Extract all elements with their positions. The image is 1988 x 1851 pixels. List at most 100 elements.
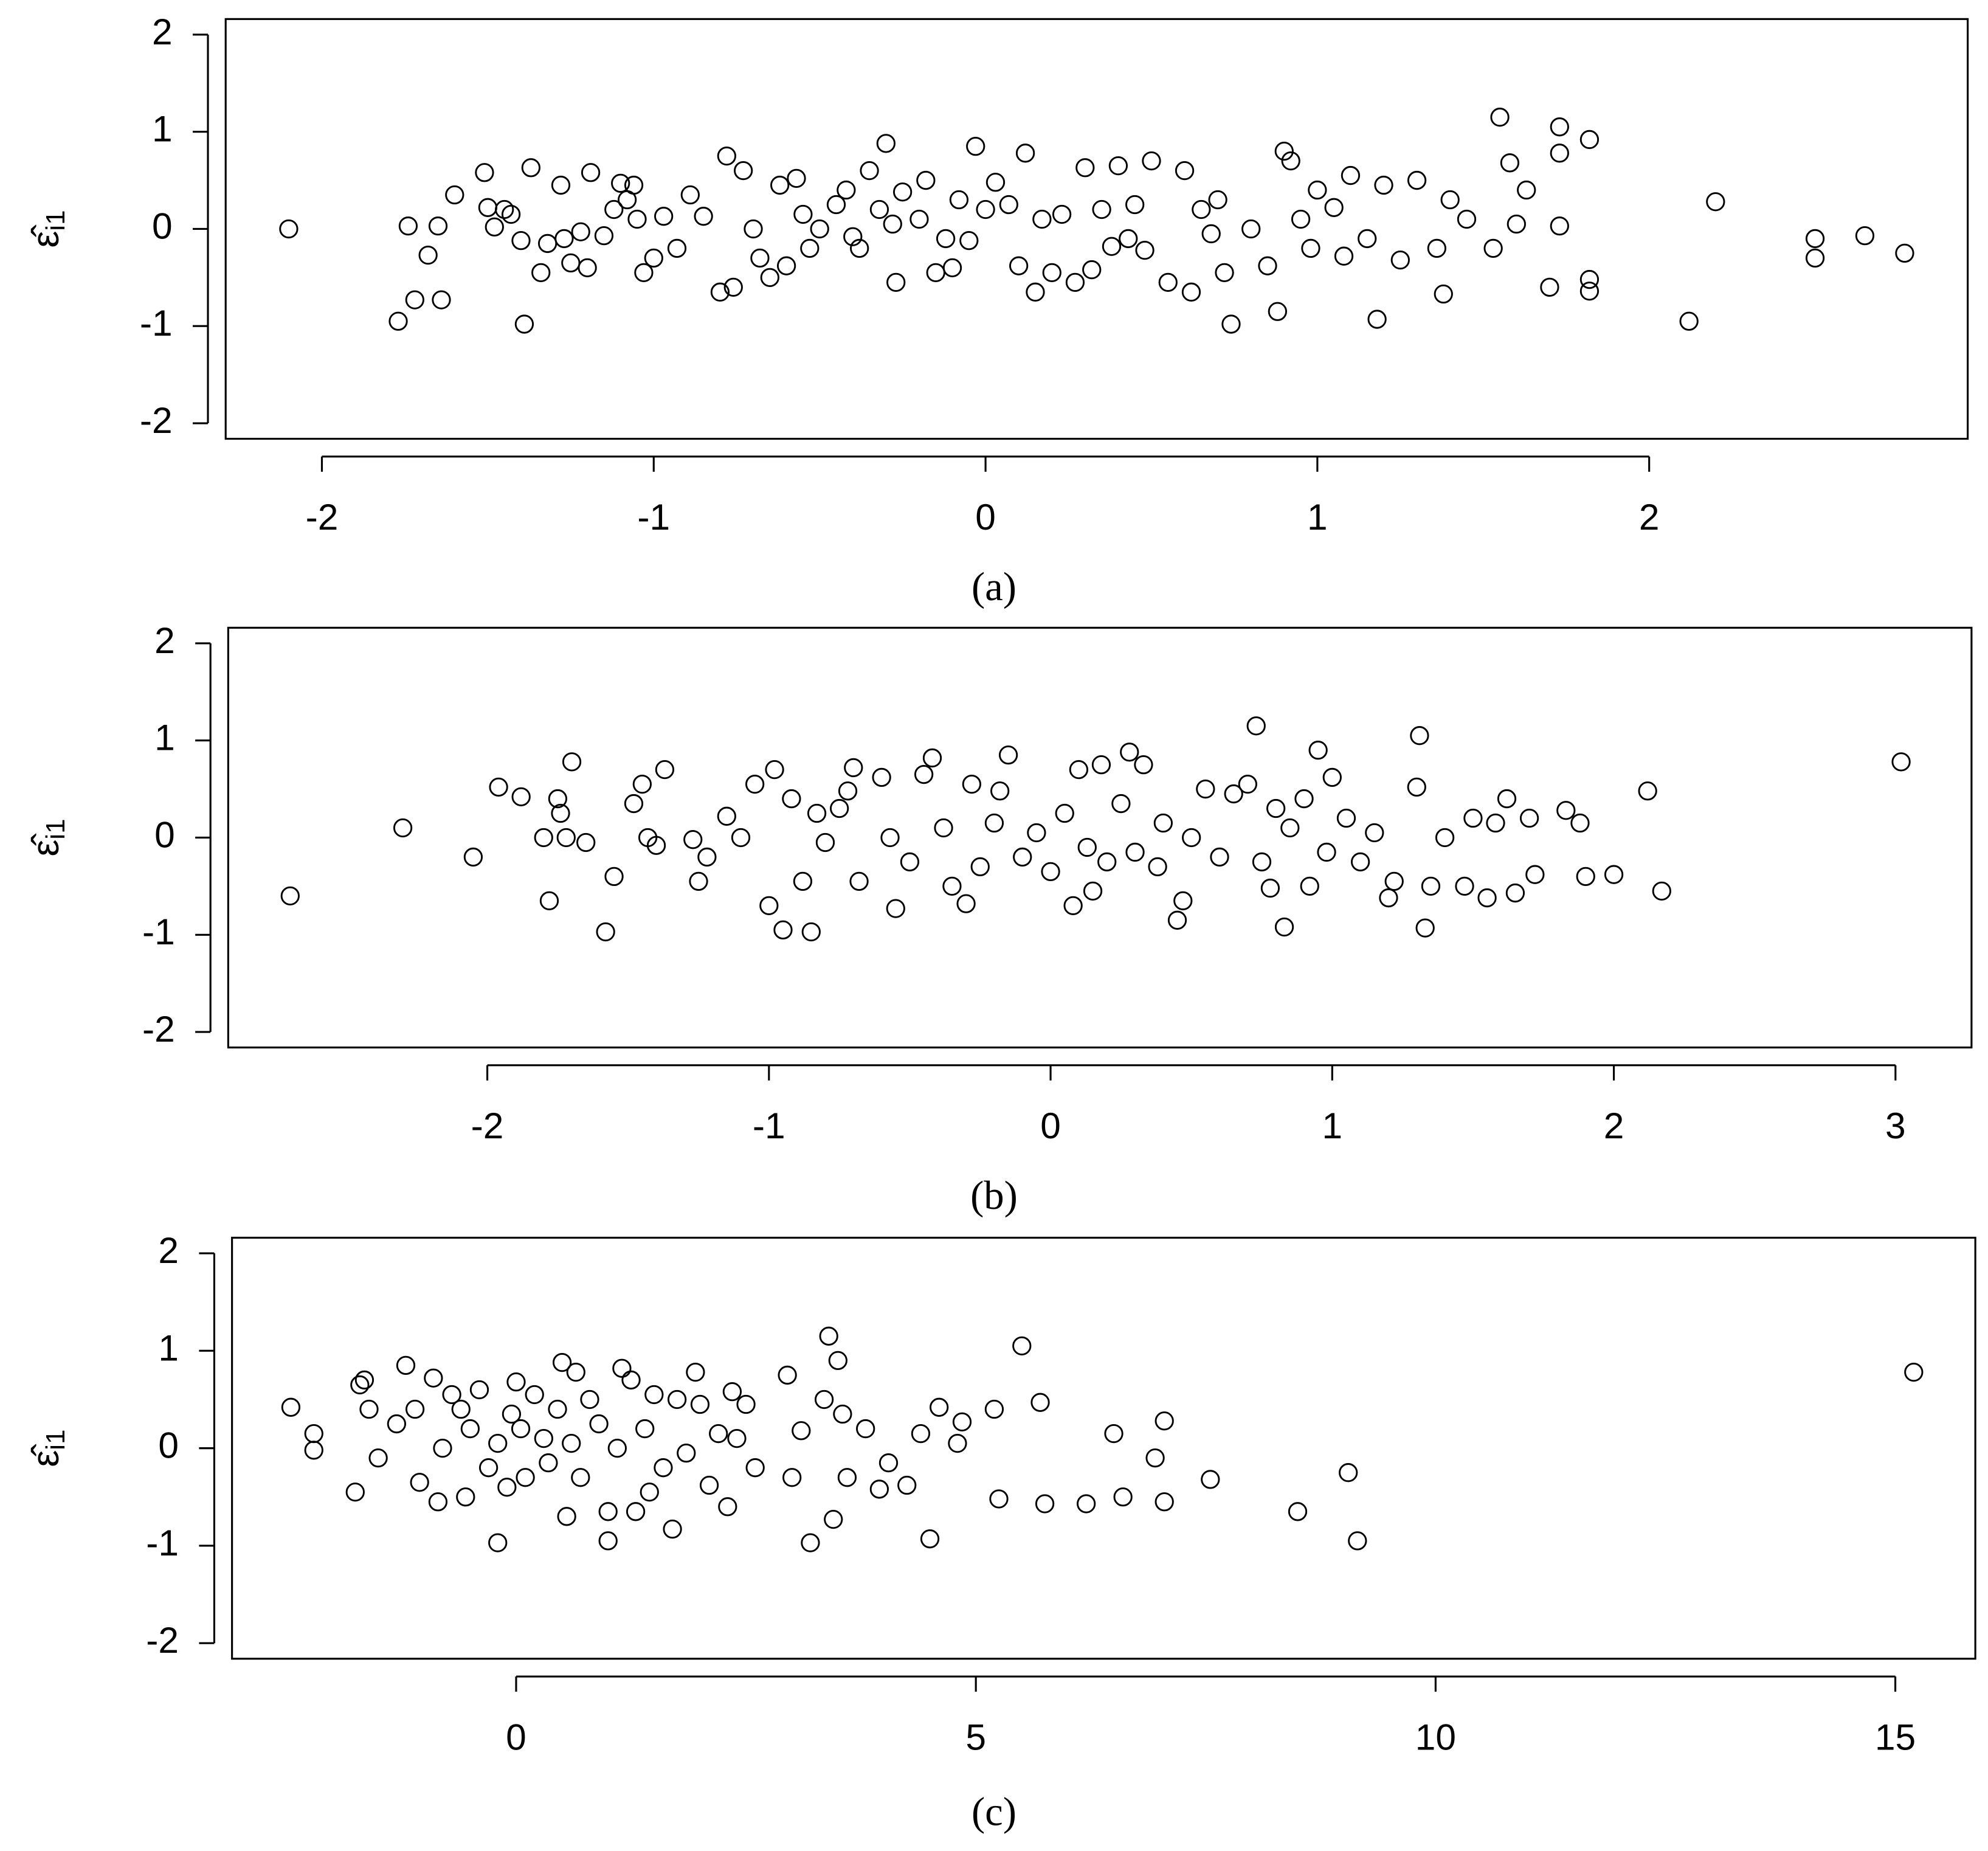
point bbox=[1108, 156, 1128, 176]
point bbox=[750, 248, 770, 268]
point bbox=[1154, 1411, 1174, 1431]
point bbox=[1367, 310, 1387, 329]
point bbox=[697, 847, 717, 867]
point bbox=[999, 195, 1018, 215]
point bbox=[1540, 277, 1559, 297]
point bbox=[699, 1475, 719, 1495]
point bbox=[1142, 151, 1161, 171]
point bbox=[1077, 1494, 1096, 1514]
point bbox=[598, 1502, 618, 1521]
point bbox=[428, 216, 448, 236]
point bbox=[1158, 272, 1178, 292]
point bbox=[1415, 918, 1435, 938]
point bbox=[388, 311, 408, 331]
point bbox=[876, 134, 896, 153]
point bbox=[1260, 878, 1280, 898]
point bbox=[607, 1438, 627, 1458]
point bbox=[345, 1483, 365, 1502]
point bbox=[554, 229, 574, 249]
point bbox=[1111, 794, 1131, 814]
panel: -2 -1 0 1 2 -2 -1 0 1 2 ε̂i1 (a) bbox=[24, 11, 1969, 609]
point bbox=[1579, 269, 1600, 289]
point bbox=[624, 794, 644, 814]
point bbox=[1026, 282, 1045, 302]
point bbox=[428, 1492, 448, 1512]
point bbox=[1486, 813, 1505, 833]
point bbox=[485, 217, 504, 237]
point bbox=[1091, 755, 1111, 775]
y-axis-label-subscript: i1 bbox=[40, 210, 70, 230]
point bbox=[1104, 1424, 1123, 1444]
point bbox=[800, 238, 820, 258]
point bbox=[837, 180, 856, 200]
point bbox=[807, 803, 827, 823]
point bbox=[1192, 199, 1211, 220]
point bbox=[557, 1507, 576, 1526]
point bbox=[734, 161, 753, 181]
point bbox=[506, 1372, 526, 1392]
point bbox=[424, 1368, 443, 1388]
point bbox=[948, 1433, 967, 1453]
point bbox=[632, 774, 652, 794]
point bbox=[1904, 1362, 1924, 1382]
y-tick-label: 2 bbox=[154, 620, 175, 661]
point bbox=[949, 190, 969, 210]
point bbox=[1077, 837, 1097, 857]
point bbox=[1102, 237, 1122, 256]
point bbox=[488, 1433, 508, 1453]
point bbox=[644, 248, 663, 268]
point bbox=[782, 1468, 802, 1487]
point bbox=[787, 168, 806, 189]
point bbox=[451, 1399, 471, 1419]
point bbox=[432, 290, 451, 310]
point bbox=[760, 268, 779, 287]
point bbox=[398, 216, 418, 236]
y-axis-label: ε̂i1 bbox=[24, 818, 71, 856]
point bbox=[1339, 1463, 1358, 1483]
point bbox=[1317, 842, 1336, 862]
plot-box bbox=[231, 1236, 1976, 1660]
point bbox=[1483, 238, 1503, 258]
caption: (a) bbox=[972, 565, 1016, 609]
point bbox=[1210, 847, 1229, 867]
point bbox=[930, 1397, 949, 1417]
point bbox=[1490, 108, 1510, 127]
point bbox=[1350, 852, 1370, 872]
point bbox=[1505, 883, 1525, 903]
point bbox=[663, 1520, 682, 1539]
point bbox=[534, 828, 553, 848]
point bbox=[497, 1478, 517, 1497]
point bbox=[989, 1489, 1009, 1509]
point bbox=[410, 1473, 429, 1492]
point bbox=[694, 207, 713, 226]
point bbox=[869, 199, 889, 220]
point bbox=[1500, 153, 1520, 173]
point bbox=[744, 219, 763, 239]
point bbox=[387, 1414, 406, 1434]
point bbox=[1308, 741, 1328, 760]
point bbox=[1374, 175, 1393, 195]
point bbox=[611, 173, 630, 193]
point bbox=[1550, 144, 1569, 163]
point bbox=[511, 1419, 531, 1439]
point bbox=[1246, 716, 1266, 736]
point bbox=[916, 170, 936, 190]
point bbox=[469, 1380, 489, 1400]
point bbox=[1113, 1487, 1133, 1507]
point bbox=[838, 781, 858, 801]
point bbox=[909, 209, 929, 229]
point bbox=[810, 219, 829, 239]
point bbox=[849, 871, 869, 891]
point bbox=[475, 163, 494, 182]
point bbox=[1455, 876, 1474, 896]
point bbox=[792, 1421, 811, 1441]
point bbox=[539, 1453, 558, 1473]
point bbox=[1215, 263, 1234, 283]
y-tick-label: -1 bbox=[140, 302, 173, 344]
point bbox=[1083, 881, 1103, 901]
point bbox=[1154, 1492, 1174, 1512]
point bbox=[892, 182, 913, 202]
point bbox=[770, 175, 790, 195]
point bbox=[690, 1394, 710, 1414]
point bbox=[1221, 314, 1241, 334]
